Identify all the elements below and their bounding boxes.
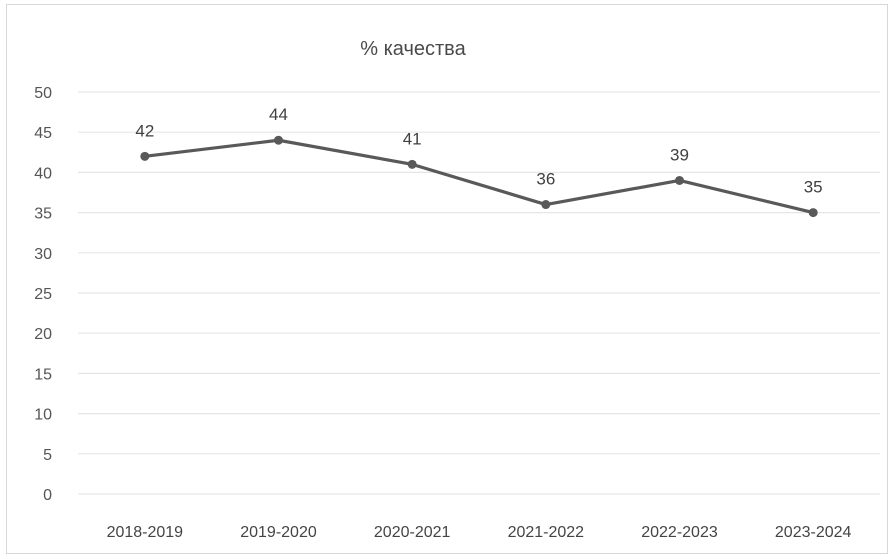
x-tick-label: 2023-2024 xyxy=(775,524,852,541)
y-tick-label: 25 xyxy=(34,286,52,303)
data-point xyxy=(140,151,150,161)
y-tick-label: 40 xyxy=(34,165,52,182)
data-label: 42 xyxy=(135,121,154,140)
x-tick-label: 2020-2021 xyxy=(374,524,451,541)
y-tick-label: 30 xyxy=(34,246,52,263)
y-tick-label: 15 xyxy=(34,366,52,383)
data-point xyxy=(274,135,283,145)
chart-title: % качества xyxy=(360,38,466,60)
y-tick-label: 50 xyxy=(34,85,52,102)
y-tick-label: 10 xyxy=(34,407,52,424)
y-tick-label: 20 xyxy=(34,326,52,343)
data-point xyxy=(808,208,818,218)
data-label: 39 xyxy=(670,145,689,164)
data-label: 44 xyxy=(269,105,288,124)
x-tick-label: 2019-2020 xyxy=(240,524,317,541)
data-label: 41 xyxy=(403,129,422,148)
data-point xyxy=(675,175,684,185)
y-tick-label: 0 xyxy=(43,487,52,504)
y-tick-label: 45 xyxy=(34,125,52,142)
x-tick-label: 2022-2023 xyxy=(641,524,718,541)
y-tick-label: 5 xyxy=(43,447,52,464)
series-line xyxy=(144,138,814,215)
x-tick-label: 2021-2022 xyxy=(508,524,585,541)
data-point xyxy=(541,200,551,210)
x-tick-label: 2018-2019 xyxy=(107,524,184,541)
data-point xyxy=(407,159,417,169)
y-tick-label: 35 xyxy=(34,206,52,223)
data-label: 36 xyxy=(536,170,555,189)
data-label: 35 xyxy=(804,178,823,197)
chart-frame xyxy=(6,4,888,554)
